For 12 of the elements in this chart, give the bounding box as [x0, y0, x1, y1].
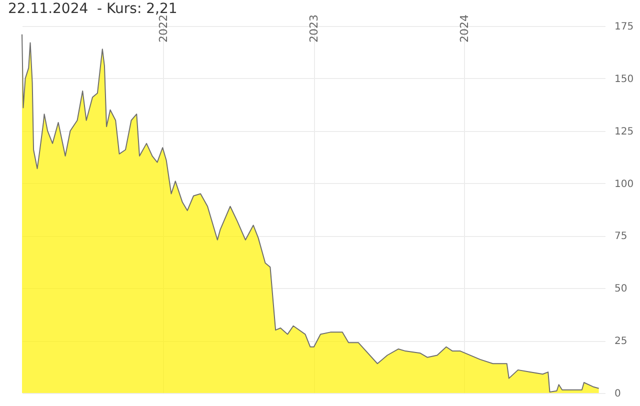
y-tick-label: 0 [614, 388, 621, 400]
y-tick-label: 50 [614, 284, 628, 295]
chart-title: 22.11.2024 - Kurs: 2,21 [8, 1, 178, 17]
y-tick-label: 175 [614, 22, 634, 32]
x-tick-label: 2024 [458, 14, 471, 42]
y-tick-label: 125 [614, 126, 634, 138]
x-tick-label: 2023 [307, 14, 320, 42]
x-tick-label: 2022 [156, 14, 170, 42]
y-tick-label: 100 [614, 178, 634, 190]
y-tick-label: 150 [614, 74, 634, 85]
y-tick-label: 75 [614, 231, 628, 242]
y-tick-label: 25 [614, 336, 628, 348]
